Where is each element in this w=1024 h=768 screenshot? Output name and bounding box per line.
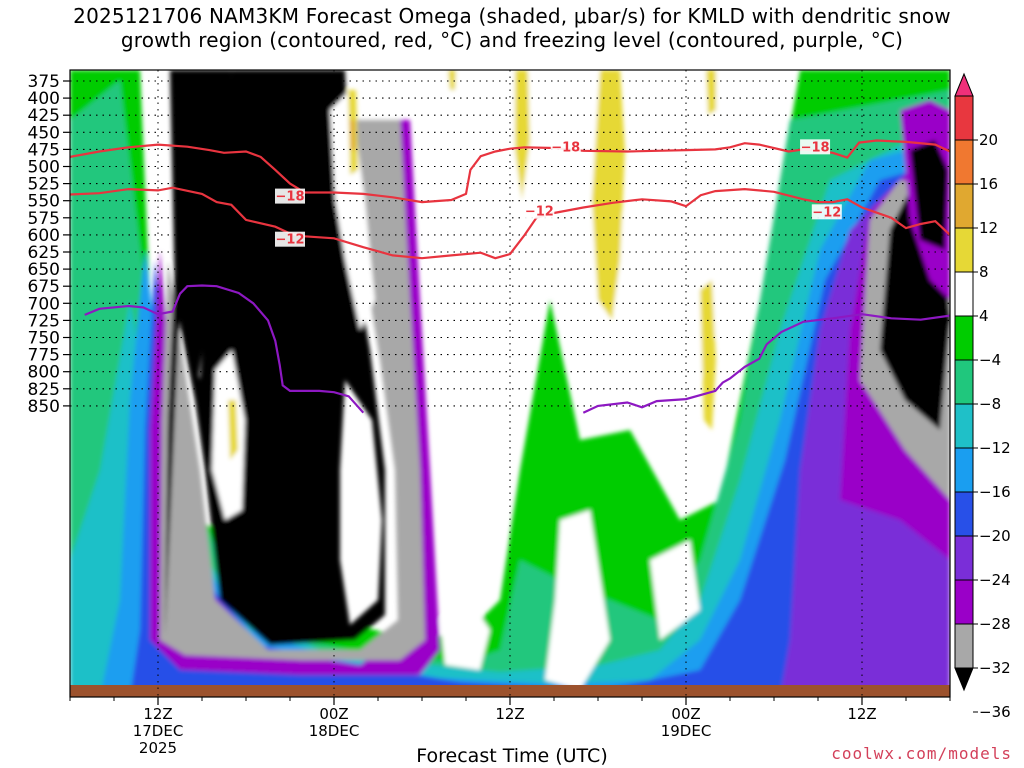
colorbar: 20 16 12 8 4 −4 −8 −12 −16 −20 −24 −28 −32 −36 [954,72,1011,721]
x-axis-label: Forecast Time (UTC) [416,745,608,767]
colorbar-swatch-3 [954,183,974,229]
x-tick-label-1-1: 18DEC [309,722,360,740]
x-tick-label-0-1: 17DEC [133,722,184,740]
colorbar-label-13: −36 [979,703,1011,721]
x-tick-label-4-0: 12Z [847,705,876,723]
omega-pocket-white-2 [330,90,375,330]
contour-label-0: −18 [551,140,580,155]
ground-terrain [70,685,950,697]
y-tick-label-775: 775 [28,346,60,366]
y-tick-label-375: 375 [28,72,60,92]
y-tick-label-425: 425 [28,106,60,126]
omega-pocket-white-3 [440,510,700,690]
contour-label-3: −12 [525,205,554,220]
y-tick-label-825: 825 [28,380,60,400]
y-tick-label-450: 450 [28,123,60,143]
colorbar-label-10: −24 [979,571,1011,589]
y-tick-label-400: 400 [28,89,60,109]
contour-label-4: −12 [812,205,841,220]
contour-label-1: −18 [801,140,830,155]
omega-pocket-white-1 [212,350,245,520]
y-tick-label-850: 850 [28,397,60,417]
colorbar-top-arrow [954,72,974,97]
freezing-level-contour [84,284,950,414]
y-tick-label-675: 675 [28,277,60,297]
colorbar-swatch-2 [954,139,974,185]
colorbar-swatch-1 [954,95,974,141]
colorbar-label-2: 12 [979,219,998,237]
colorbar-swatch-10 [954,491,974,537]
colorbar-swatch-13 [954,623,974,669]
x-tick-label-0-0: 12Z [143,705,172,723]
y-tick-label-800: 800 [28,363,60,383]
colorbar-swatch-8 [954,403,974,449]
colorbar-label-0: 20 [979,131,998,149]
colorbar-label-5: −4 [979,351,1001,369]
y-tick-label-650: 650 [28,260,60,280]
omega-band-cyan [70,120,950,697]
omega-core-black [165,70,950,645]
contour-label-bg-1 [800,139,831,155]
colorbar-label-3: 8 [979,263,989,281]
contour-label-bg-4 [811,204,842,220]
colorbar-label-8: −16 [979,483,1011,501]
dendritic-contours [70,139,950,414]
omega-shading [70,70,950,697]
y-tick-label-525: 525 [28,175,60,195]
contour-label-bg-2 [275,188,305,204]
colorbar-label-7: −12 [979,439,1011,457]
colorbar-swatch-5 [954,271,974,317]
contour-label-5: −12 [276,233,305,248]
chart-title-line-1: 2025121706 NAM3KM Forecast Omega (shaded… [73,4,951,28]
omega-right-black [910,140,948,250]
colorbar-swatch-7 [954,359,974,405]
colorbar-label-1: 16 [979,175,998,193]
colorbar-label-9: −20 [979,527,1011,545]
site-credit: coolwx.com/models [831,744,1012,763]
x-tick-label-3-0: 00Z [671,705,700,723]
y-tick-label-575: 575 [28,209,60,229]
colorbar-label-4: 4 [979,307,989,325]
omega-rising-orange [350,120,355,150]
chart-title: 2025121706 NAM3KM Forecast Omega (shaded… [0,4,1024,52]
colorbar-label-12: −32 [979,659,1011,677]
colorbar-swatch-11 [954,535,974,581]
contour-label-bg-3 [524,203,555,219]
colorbar-swatch-4 [954,227,974,273]
y-tick-label-700: 700 [28,294,60,314]
x-tick-label-2-0: 12Z [495,705,524,723]
y-tick-label-500: 500 [28,158,60,178]
y-tick-label-475: 475 [28,140,60,160]
contour-label-2: −18 [276,190,305,205]
dendritic-lower-contour-minus12 [70,186,950,260]
chart-title-line-2: growth region (contoured, red, °C) and f… [120,28,904,52]
x-tick-label-3-1: 19DEC [661,722,712,740]
contour-labels: −18 −18 −18 −12 −12 −12 [275,139,842,248]
y-tick-label-625: 625 [28,243,60,263]
colorbar-swatch-6 [954,315,974,361]
y-tick-label-550: 550 [28,192,60,212]
contour-label-bg-5 [275,231,305,247]
y-tick-label-600: 600 [28,226,60,246]
time-gridlines [157,70,863,697]
contour-label-bg-0 [550,139,581,155]
colorbar-label-11: −28 [979,615,1011,633]
y-tick-label-725: 725 [28,311,60,331]
colorbar-swatch-12 [954,579,974,625]
x-tick-label-0-2: 2025 [139,739,177,757]
colorbar-label-6: −8 [979,395,1001,413]
x-tick-label-1-0: 00Z [319,705,348,723]
y-axis: 3754004254504755005255505756006256506757… [28,72,70,417]
colorbar-swatch-9 [954,447,974,493]
y-tick-label-750: 750 [28,329,60,349]
colorbar-bottom-arrow [954,667,974,692]
